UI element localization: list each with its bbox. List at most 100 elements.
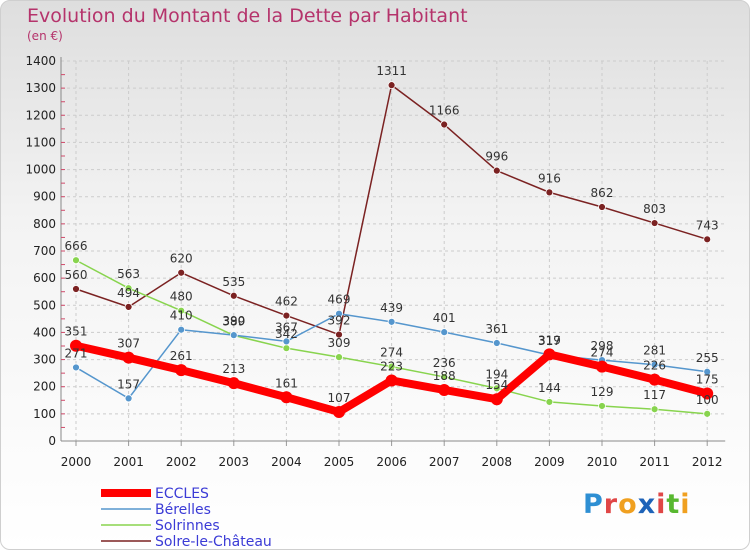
y-tick-label: 600 <box>33 271 56 285</box>
data-point <box>335 353 343 362</box>
data-label: 154 <box>485 378 508 392</box>
data-point <box>438 383 451 396</box>
data-point <box>124 284 133 293</box>
data-point <box>282 337 291 346</box>
x-tick-label: 2011 <box>639 455 670 469</box>
legend-label: Solrinnes <box>155 518 220 534</box>
y-tick-label: 1200 <box>25 108 56 122</box>
data-label: 317 <box>538 334 561 348</box>
data-label: 298 <box>591 339 614 353</box>
data-point <box>72 363 80 372</box>
data-point <box>177 306 186 315</box>
data-point <box>229 291 238 300</box>
x-tick-label: 2009 <box>534 455 565 469</box>
data-label: 916 <box>538 171 561 185</box>
data-point <box>650 405 659 414</box>
data-point <box>72 285 80 293</box>
data-label: 226 <box>643 359 666 373</box>
legend-label: Solre-le-Château <box>155 534 272 550</box>
data-label: 188 <box>433 369 456 383</box>
data-point <box>648 373 661 386</box>
data-label: 271 <box>65 346 88 360</box>
data-point <box>701 387 714 400</box>
data-label: 390 <box>222 314 245 328</box>
data-label: 1311 <box>376 64 407 78</box>
data-label: 401 <box>433 311 456 325</box>
data-point <box>545 188 554 197</box>
logo-letter: x <box>637 489 657 520</box>
x-tick-label: 2002 <box>166 455 197 469</box>
y-tick-label: 100 <box>33 407 56 421</box>
data-label: 161 <box>275 376 298 390</box>
data-label: 144 <box>538 381 561 395</box>
data-label: 1166 <box>429 104 460 118</box>
data-label: 307 <box>117 337 140 351</box>
data-point <box>492 166 501 175</box>
data-label: 157 <box>117 377 140 391</box>
y-tick-label: 1300 <box>25 81 56 95</box>
data-point <box>227 377 240 390</box>
data-point <box>124 394 133 403</box>
x-tick-label: 2008 <box>482 455 513 469</box>
data-label: 535 <box>222 275 245 289</box>
data-point <box>70 339 82 352</box>
data-point <box>598 402 606 410</box>
data-point <box>440 328 449 337</box>
data-point <box>72 256 80 265</box>
data-point <box>387 362 396 371</box>
data-label: 480 <box>170 290 193 304</box>
data-point <box>703 235 712 244</box>
data-point <box>490 393 503 406</box>
data-label: 462 <box>275 295 298 309</box>
data-point <box>387 317 396 326</box>
data-label: 563 <box>117 267 140 281</box>
data-label: 494 <box>117 286 140 300</box>
data-label: 389 <box>222 314 245 328</box>
data-point <box>650 219 659 227</box>
x-tick-label: 2004 <box>271 455 302 469</box>
x-tick-label: 2000 <box>61 455 92 469</box>
data-label: 351 <box>65 325 88 339</box>
data-label: 129 <box>591 385 614 399</box>
data-point <box>177 325 186 334</box>
data-point <box>229 331 238 340</box>
data-label: 107 <box>328 391 351 405</box>
data-label: 439 <box>380 301 403 315</box>
data-label: 281 <box>643 344 666 358</box>
y-tick-label: 1000 <box>25 163 56 177</box>
data-label: 261 <box>170 349 193 363</box>
logo-letter: o <box>618 489 638 520</box>
data-label: 342 <box>275 327 298 341</box>
x-tick-label: 2012 <box>692 455 723 469</box>
data-label: 194 <box>485 367 508 381</box>
data-point <box>175 364 188 377</box>
legend-label: ECCLES <box>155 486 209 502</box>
data-point <box>280 391 293 404</box>
data-label: 996 <box>485 150 508 164</box>
data-point <box>122 351 135 364</box>
data-point <box>492 384 501 393</box>
data-label: 213 <box>222 362 245 376</box>
data-point <box>387 81 396 90</box>
data-label: 100 <box>696 393 719 407</box>
data-label: 469 <box>328 293 351 307</box>
data-point <box>545 398 554 406</box>
y-tick-label: 0 <box>48 434 56 448</box>
data-label: 255 <box>696 351 719 365</box>
data-point <box>177 268 186 277</box>
y-tick-label: 1400 <box>25 54 56 68</box>
unit-label: (en €) <box>27 29 63 43</box>
data-label: 743 <box>696 218 719 232</box>
data-label: 862 <box>591 186 614 200</box>
data-label: 309 <box>328 336 351 350</box>
data-label: 274 <box>380 346 403 360</box>
data-point <box>282 311 291 320</box>
data-label: 620 <box>170 252 193 266</box>
x-tick-label: 2003 <box>219 455 250 469</box>
data-label: 666 <box>65 239 88 253</box>
data-label: 319 <box>538 333 561 347</box>
data-point <box>543 348 556 361</box>
data-label: 175 <box>696 373 719 387</box>
data-point <box>596 360 608 373</box>
y-tick-label: 400 <box>33 325 56 339</box>
